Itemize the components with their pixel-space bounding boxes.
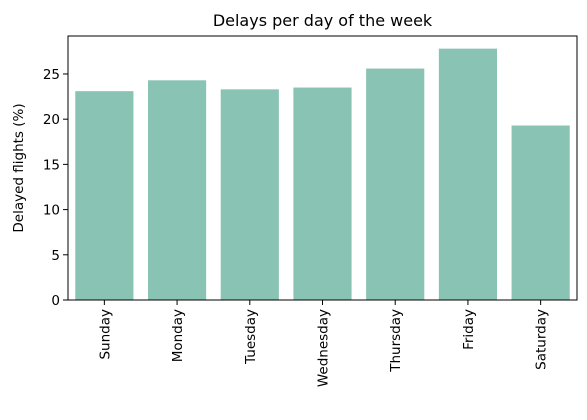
- x-tick-label-friday: Friday: [461, 309, 477, 350]
- y-tick-label: 20: [43, 112, 60, 128]
- x-tick-label-sunday: Sunday: [97, 309, 113, 360]
- x-tick-label-thursday: Thursday: [388, 309, 404, 373]
- chart-title: Delays per day of the week: [213, 11, 433, 30]
- x-axis-ticks: Sunday Monday Tuesday Wednesday Thursday Frid…: [97, 300, 550, 387]
- bar-monday: [147, 80, 207, 301]
- bar-saturday: [511, 125, 570, 300]
- y-axis-ticks: 0 5 10 15 20 25: [43, 67, 68, 309]
- x-tick-label-saturday: Saturday: [534, 309, 550, 370]
- x-tick-label-monday: Monday: [170, 309, 186, 362]
- bar-thursday: [366, 68, 425, 300]
- y-axis-label: Delayed flights (%): [11, 103, 27, 232]
- bar-friday: [438, 48, 498, 301]
- y-tick-label: 5: [51, 248, 60, 264]
- bar-tuesday: [220, 89, 279, 300]
- bar-wednesday: [293, 87, 352, 301]
- y-tick-label: 25: [43, 67, 60, 83]
- plot-frame: [67, 35, 578, 301]
- bars-group: [75, 48, 570, 301]
- bar-sunday: [75, 91, 134, 300]
- y-tick-label: 0: [51, 293, 60, 309]
- y-tick-label: 10: [43, 203, 60, 219]
- x-tick-label-wednesday: Wednesday: [316, 309, 332, 387]
- y-tick-label: 15: [43, 157, 60, 173]
- x-tick-label-tuesday: Tuesday: [243, 309, 259, 365]
